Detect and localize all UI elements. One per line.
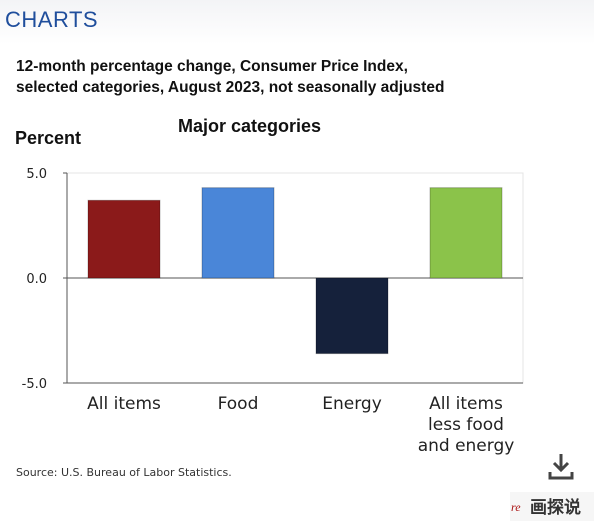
x-tick-label: All items [429,394,503,414]
page-header-title: CHARTS [5,7,99,32]
x-tick-label: All items [87,394,161,414]
subtitle-line-2: selected categories, August 2023, not se… [16,79,445,96]
bar [315,277,389,355]
bar [87,199,161,279]
download-button[interactable] [546,450,576,482]
y-tick-label: 0.0 [26,272,47,287]
y-tick-label: -5.0 [22,377,47,392]
watermark-partial-text: re [511,500,521,514]
source-note: Source: U.S. Bureau of Labor Statistics. [16,466,232,479]
y-tick-label: 5.0 [26,167,47,182]
chart-subtitle: 12-month percentage change, Consumer Pri… [16,56,576,98]
watermark-text: 画探说 [530,498,581,518]
x-tick-label: and energy [418,436,515,456]
watermark-background [510,492,594,521]
x-tick-label: Energy [322,394,382,414]
download-icon [548,454,574,480]
header-band [0,0,594,44]
chart-title: Major categories [178,116,322,136]
subtitle-line-1: 12-month percentage change, Consumer Pri… [16,58,408,75]
x-tick-label: less food [428,415,504,435]
y-axis-label: Percent [15,128,82,148]
bar [429,187,503,279]
x-tick-label: Food [218,394,259,414]
bar [201,187,275,279]
